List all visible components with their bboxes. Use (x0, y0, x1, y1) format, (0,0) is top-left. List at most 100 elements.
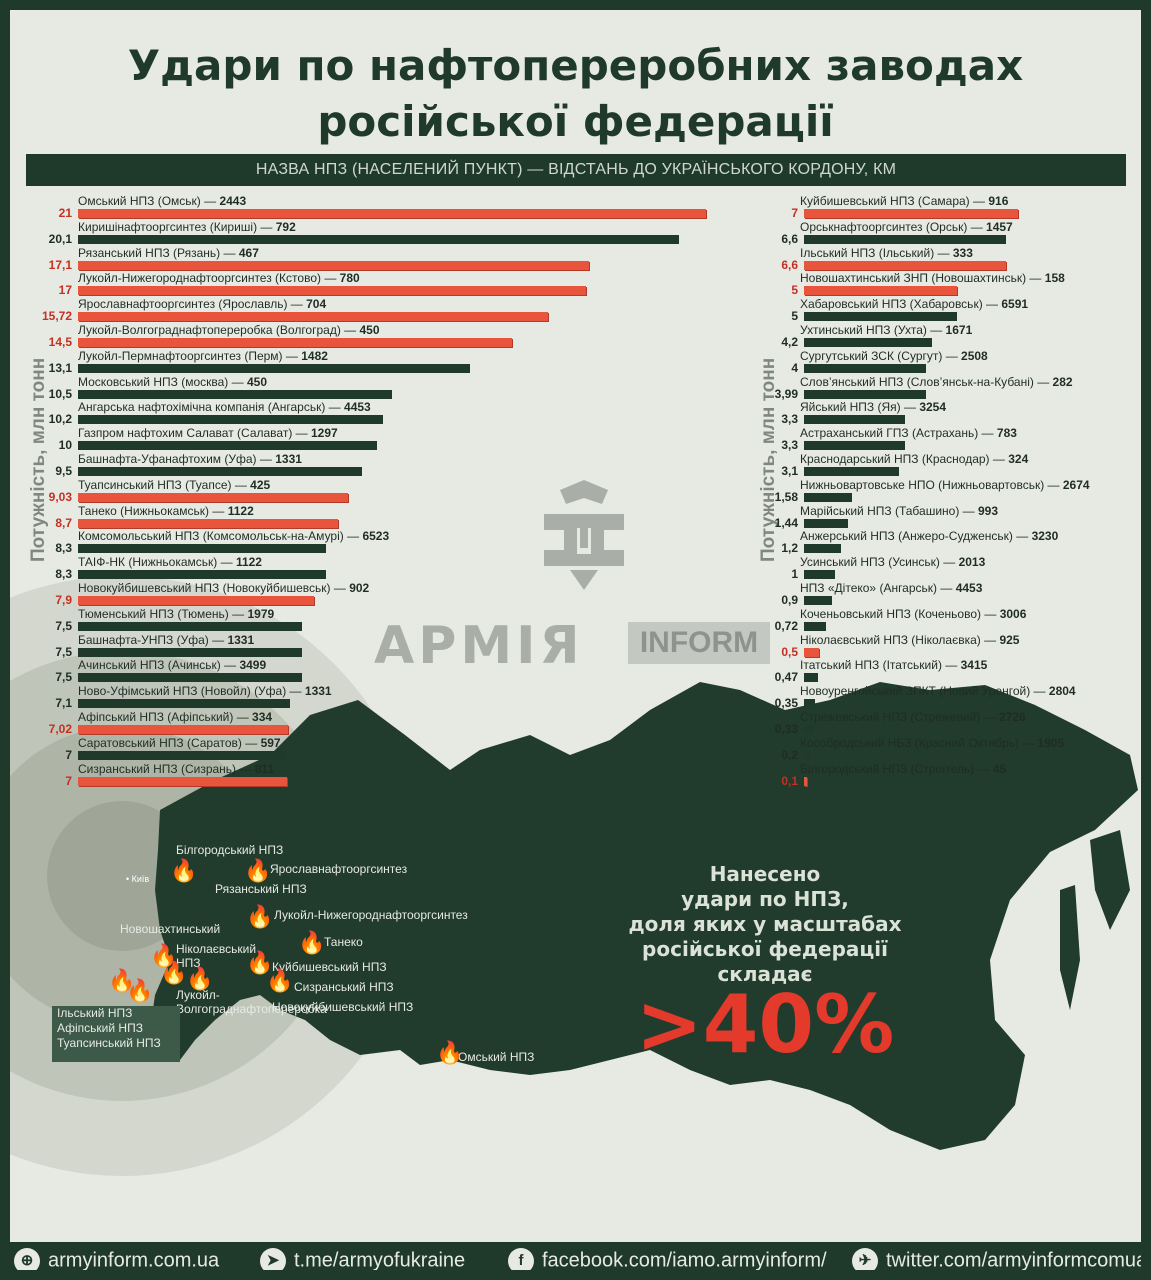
footer-bar: ⊕ armyinform.com.ua ➤ t.me/armyofukraine f… (10, 1242, 1141, 1272)
capacity-value: 0,33 (774, 722, 798, 736)
trident-icon (577, 528, 591, 554)
capacity-bar (804, 389, 926, 399)
plant-distance: 1331 (227, 632, 255, 647)
footer-website[interactable]: ⊕ armyinform.com.ua (14, 1248, 220, 1272)
plant-name: Танеко (Нижньокамськ) — 1122 (78, 503, 254, 518)
capacity-value: 7,5 (55, 618, 72, 633)
capacity-value: 8,3 (55, 567, 72, 582)
logo-emblem (544, 480, 624, 590)
capacity-value: 3,1 (781, 464, 798, 478)
plant-distance: 6523 (362, 529, 390, 544)
map-plant-label: Ніколаєвський (176, 942, 257, 956)
chart-layer: Омський НПЗ (Омськ) — 2443 21 Киришінафтоо… (10, 10, 1141, 1270)
plant-name: Усинський НПЗ (Усинськ) — 2013 (800, 555, 986, 570)
chart-subheader: НАЗВА НПЗ (НАСЕЛЕНИЙ ПУНКТ) — ВІДСТАНЬ Д… (26, 154, 1126, 186)
capacity-value: 3,3 (781, 438, 798, 453)
capacity-value: 7,1 (55, 696, 72, 711)
plant-distance: 916 (988, 194, 1009, 208)
footer-facebook[interactable]: f facebook.com/iamo.armyinform/ (508, 1248, 827, 1270)
kamchatka (1090, 830, 1130, 930)
capacity-value: 1 (791, 567, 798, 582)
plant-name: Куйбишевський НПЗ (Самара) — 916 (800, 194, 1009, 208)
plant-name: Саратовський НПЗ (Саратов) — 597 (78, 735, 281, 750)
footer-telegram-text: t.me/armyofukraine (294, 1249, 466, 1272)
plant-distance: 1979 (247, 606, 275, 621)
footer-website-text: armyinform.com.ua (48, 1249, 220, 1272)
claim-line-1: Нанесено (709, 862, 821, 886)
plant-name: Туапсинський НПЗ (Туапсе) — 425 (78, 477, 271, 492)
capacity-value: 13,1 (48, 360, 72, 375)
capacity-bar (804, 570, 835, 580)
plant-distance: 2726 (998, 710, 1026, 724)
capacity-bar (78, 441, 378, 451)
plant-name: Анжерський НПЗ (Анжеро-Судженськ) — 3230 (800, 529, 1059, 544)
fire-icon: 🔥 (126, 978, 154, 1003)
logo-word-armiya: АРМІЯ (374, 616, 584, 676)
plant-distance: 3415 (960, 658, 988, 673)
map-plant-label: Білгородський НПЗ (176, 843, 284, 857)
fire-icon: 🔥 (244, 858, 272, 883)
capacity-value: 10 (58, 438, 72, 453)
capacity-bar (78, 621, 303, 631)
plant-name: Омський НПЗ (Омськ) — 2443 (78, 194, 247, 208)
fire-icon: 🔥 (246, 904, 274, 929)
plant-distance: 1331 (275, 452, 302, 466)
capacity-value: 0,47 (774, 670, 798, 685)
legend-line-3: Туапсинський НПЗ (57, 1036, 161, 1050)
plant-name: Марійський НПЗ (Табашино) — 993 (800, 503, 999, 518)
plant-name: Коченьовський НПЗ (Коченьово) — 3006 (800, 606, 1027, 621)
map-plant-label: НПЗ (176, 956, 201, 970)
capacity-bar (804, 312, 957, 322)
capacity-value: 7 (65, 773, 72, 788)
capacity-value: 0,5 (781, 644, 798, 659)
plants-legend-box: Ільський НПЗ Афіпський НПЗ Туапсинський … (52, 1006, 180, 1062)
capacity-value: 6,6 (781, 257, 798, 272)
fire-icon: 🔥 (186, 966, 214, 991)
map-plant-label: Куйбишевський НПЗ (272, 960, 387, 974)
capacity-bar (78, 415, 384, 425)
capacity-value: 7,5 (55, 670, 72, 685)
plant-distance: 158 (1044, 271, 1065, 286)
plant-name: Ангарська нафтохімічна компанія (Ангарсь… (78, 400, 371, 415)
plant-name: Новокуйбишевський НПЗ (Новокуйбишевськ) … (78, 581, 370, 595)
plant-name: Нижньовартовське НПО (Нижньовартовськ) —… (800, 477, 1090, 492)
plant-distance: 704 (306, 297, 327, 312)
capacity-bar (804, 544, 841, 554)
plant-name: Рязанський НПЗ (Рязань) — 467 (78, 245, 259, 260)
plant-name: Новоуренгойський ЗПКТ (Новий Уренгой) — … (800, 684, 1076, 699)
capacity-value: 0,9 (781, 593, 798, 607)
capacity-value: 1,58 (774, 489, 798, 504)
plant-name: НПЗ «Дітеко» (Ангарськ) — 4453 (800, 581, 983, 595)
fire-icon: 🔥 (436, 1040, 464, 1065)
map-plant-label: Лукойл-Нижегороднафтооргсинтез (274, 908, 468, 922)
plant-name: Башнафта-УНПЗ (Уфа) — 1331 (78, 632, 255, 647)
footer-twitter[interactable]: ✈ twitter.com/armyinformcomua (852, 1248, 1141, 1270)
plant-distance: 1905 (1037, 735, 1065, 750)
plant-distance: 811 (254, 761, 275, 776)
plant-distance: 2508 (961, 348, 988, 363)
telegram-icon: ➤ (260, 1248, 286, 1270)
plant-name: Ачинський НПЗ (Ачинськ) — 3499 (78, 658, 267, 673)
capacity-value: 0,1 (781, 773, 798, 788)
capacity-bar (804, 596, 832, 605)
plant-distance: 2013 (958, 555, 986, 570)
plant-name: Комсомольський НПЗ (Комсомольськ-на-Амур… (78, 529, 390, 544)
claim-line-3: доля яких у масштабах (628, 912, 902, 936)
capacity-value: 4 (791, 360, 798, 375)
capacity-bar (78, 750, 288, 760)
map-plant-label: Сизранський НПЗ (294, 980, 394, 994)
capacity-bar (804, 725, 815, 734)
capacity-bar (78, 776, 288, 786)
twitter-icon: ✈ (852, 1248, 878, 1270)
capacity-bar (804, 621, 826, 631)
plant-distance: 4453 (955, 581, 983, 595)
map-plant-label: Омський НПЗ (458, 1050, 535, 1064)
footer-telegram[interactable]: ➤ t.me/armyofukraine (260, 1248, 466, 1272)
plant-distance: 282 (1052, 374, 1073, 389)
map-plant-label: Рязанський НПЗ (215, 882, 307, 896)
capacity-bar (804, 673, 819, 683)
capacity-bar (804, 647, 820, 657)
plant-name: Ярославнафтооргсинтез (Ярославль) — 704 (78, 297, 327, 312)
sakhalin (1060, 885, 1080, 1010)
